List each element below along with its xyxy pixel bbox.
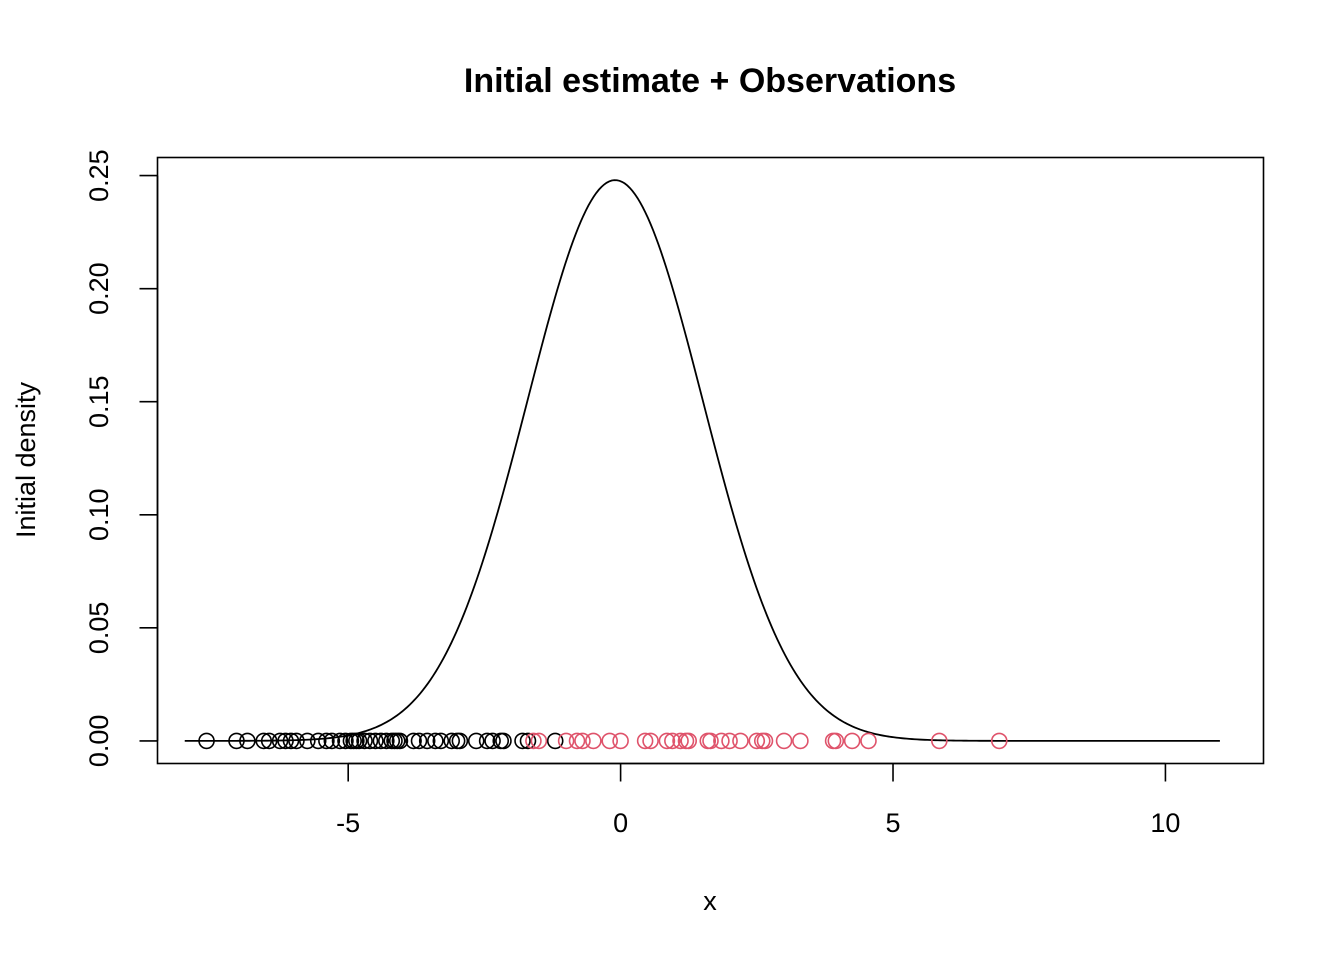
observation-point: [418, 732, 436, 750]
y-tick-label: 0.20: [84, 262, 114, 315]
y-tick-label: 0.00: [84, 715, 114, 768]
observation-point: [484, 732, 501, 750]
observation-point: [843, 732, 861, 750]
observation-point: [557, 732, 575, 750]
observation-point: [931, 732, 948, 750]
observation-point: [530, 732, 548, 750]
plot-frame: [156, 156, 1265, 765]
x-tick-label: 10: [1150, 808, 1180, 838]
observation-point: [664, 732, 681, 750]
observation-point: [228, 732, 245, 750]
observation-point: [331, 732, 349, 750]
observation-point: [361, 732, 379, 750]
x-tick-label: -5: [336, 808, 360, 838]
observation-point: [792, 732, 809, 750]
observation-point: [478, 732, 496, 750]
x-tick-label: 0: [613, 808, 628, 838]
observation-point: [378, 732, 395, 750]
observation-point: [642, 732, 659, 750]
observation-point: [732, 732, 749, 750]
observation-point: [356, 732, 373, 750]
observation-point: [372, 732, 390, 750]
observation-point: [282, 732, 300, 750]
observation-point: [318, 732, 335, 750]
observation-point: [827, 732, 845, 750]
y-axis: 0.00 0.05 0.10 0.15 0.20 0.25: [84, 149, 159, 768]
observation-point: [309, 732, 327, 750]
observation-point: [367, 732, 384, 750]
chart-title: Initial estimate + Observations: [464, 62, 956, 100]
y-tick-label: 0.05: [84, 602, 114, 655]
observation-point: [432, 732, 450, 750]
observation-point: [702, 732, 719, 750]
x-tick-label: 5: [886, 808, 901, 838]
observation-point: [405, 732, 422, 750]
observation-point: [775, 732, 793, 750]
observation-point: [260, 732, 278, 750]
observation-points: [198, 732, 1008, 750]
y-tick-label: 0.15: [84, 375, 114, 428]
density-curve: [184, 179, 1220, 742]
observation-point: [990, 732, 1008, 750]
observation-point: [495, 732, 512, 750]
x-axis: -5 0 5 10: [336, 762, 1180, 838]
observation-point: [636, 732, 654, 750]
observation-point: [658, 732, 676, 750]
observation-point: [451, 732, 469, 750]
y-tick-label: 0.25: [84, 149, 114, 202]
observation-point: [299, 732, 316, 750]
observation-point: [546, 732, 564, 750]
observation-point: [672, 732, 689, 750]
observation-point: [271, 732, 289, 750]
observation-point: [680, 732, 698, 750]
observation-point: [255, 732, 273, 750]
y-axis-label: Initial density: [11, 381, 41, 538]
observation-point: [350, 732, 368, 750]
observation-point: [585, 732, 602, 750]
observation-point: [748, 732, 766, 750]
y-tick-label: 0.10: [84, 488, 114, 541]
observation-point: [514, 732, 531, 750]
observation-point: [443, 732, 461, 750]
observation-point: [337, 732, 354, 750]
observation-point: [519, 732, 537, 750]
observation-point: [860, 732, 877, 750]
x-axis-label: x: [703, 886, 717, 916]
observation-point: [568, 732, 586, 750]
observation-point: [713, 732, 730, 750]
observation-point: [612, 732, 629, 750]
observation-point: [198, 732, 215, 750]
observation-point: [467, 732, 485, 750]
observation-point: [721, 732, 738, 750]
observation-point: [288, 732, 305, 750]
observation-point: [574, 732, 591, 750]
observation-point: [391, 732, 409, 750]
observation-point: [601, 732, 619, 750]
observation-point: [525, 732, 542, 750]
observation-point: [239, 732, 256, 750]
observation-point: [427, 732, 444, 750]
observation-point: [756, 732, 774, 750]
observation-point: [410, 732, 428, 750]
observation-point: [277, 732, 294, 750]
observation-point: [323, 732, 341, 750]
